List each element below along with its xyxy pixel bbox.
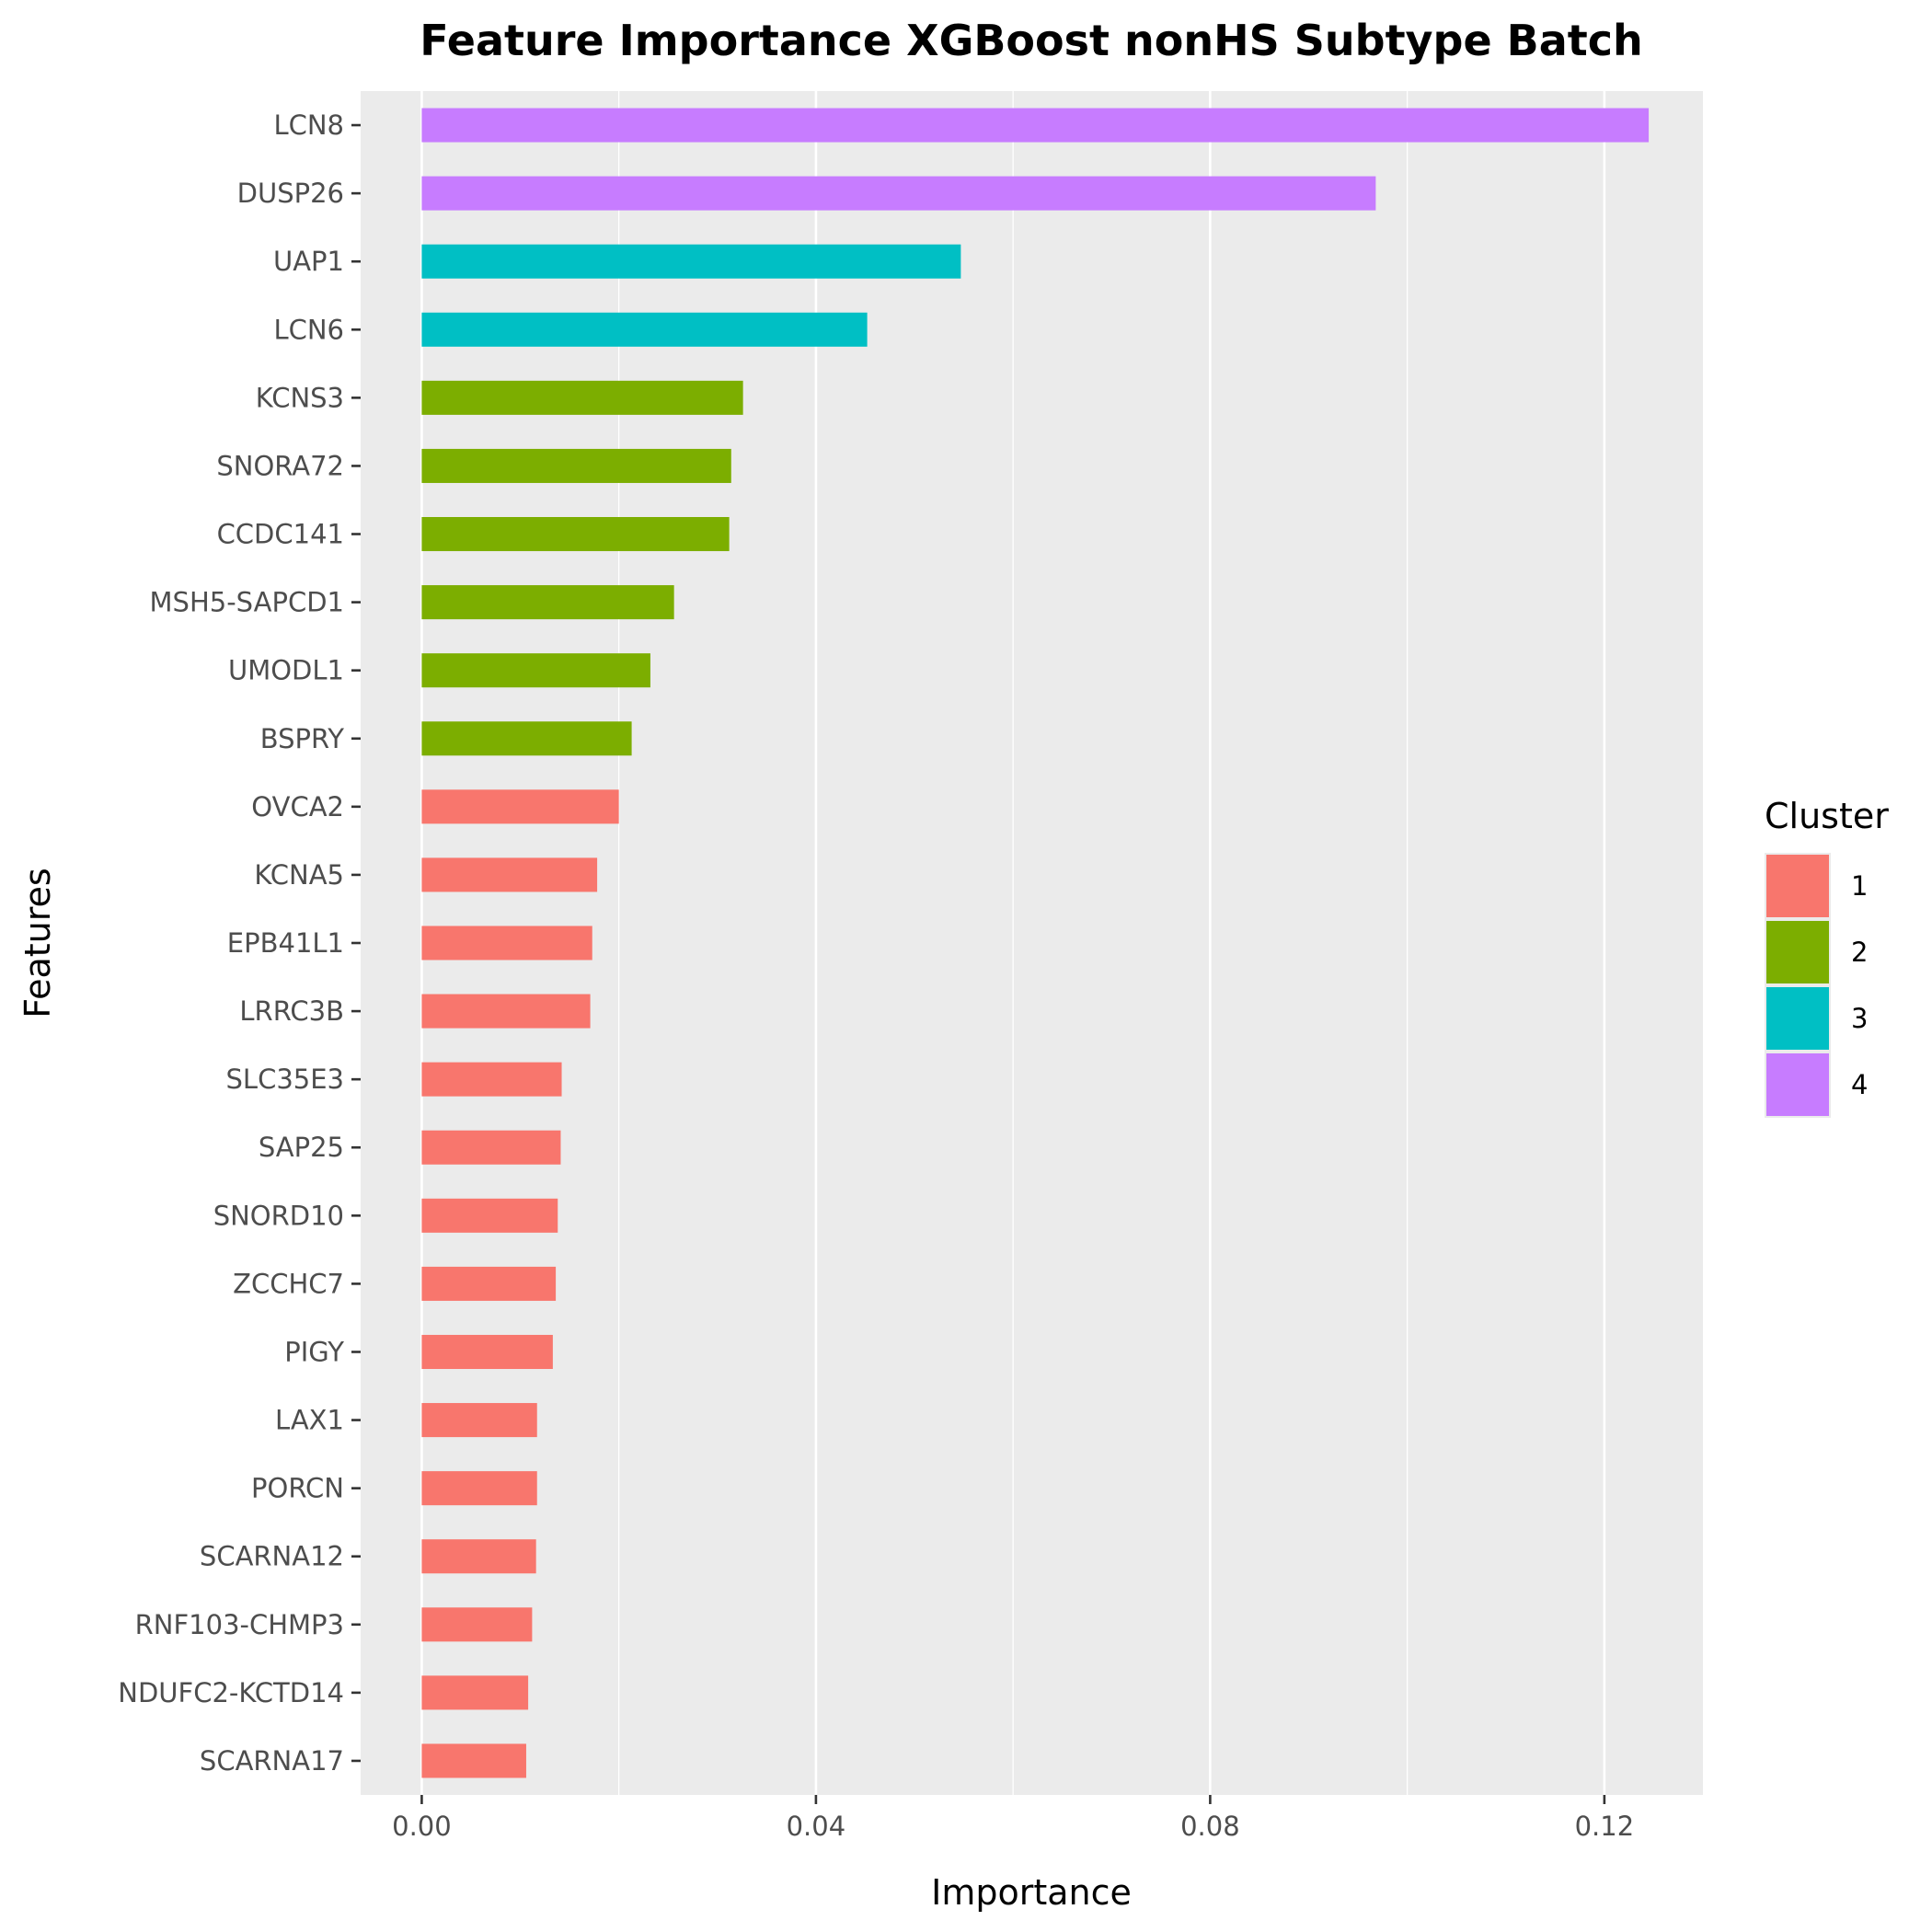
- y-tick-label: LCN6: [273, 314, 344, 345]
- y-tick-label: RNF103-CHMP3: [135, 1609, 344, 1640]
- bar-lcn8: [421, 108, 1650, 143]
- bar-uap1: [421, 244, 961, 279]
- y-tick-label: KCNS3: [256, 382, 344, 413]
- y-tick-label: BSPRY: [260, 723, 345, 754]
- y-tick-label: MSH5-SAPCD1: [150, 587, 344, 618]
- y-tick-label: PIGY: [284, 1336, 344, 1367]
- bar-lcn6: [421, 312, 868, 347]
- x-tick-label: 0.08: [1180, 1811, 1240, 1842]
- legend-label: 2: [1851, 937, 1868, 968]
- y-tick-label: UAP1: [273, 246, 344, 277]
- y-tick-label: OVCA2: [251, 791, 344, 822]
- y-tick-label: SNORD10: [213, 1200, 344, 1231]
- bar-umodl1: [421, 653, 650, 688]
- bar-rnf103-chmp3: [421, 1607, 533, 1642]
- bar-kcns3: [421, 380, 743, 415]
- bar-pigy: [421, 1334, 553, 1369]
- x-axis-title: Importance: [931, 1872, 1132, 1913]
- y-tick-label: DUSP26: [237, 178, 344, 209]
- y-tick-label: SNORA72: [216, 450, 344, 481]
- bar-dusp26: [421, 176, 1376, 211]
- y-tick-label: LRRC3B: [239, 995, 344, 1027]
- legend-key-1: [1766, 855, 1829, 917]
- bar-ndufc2-kctd14: [421, 1675, 529, 1710]
- y-tick-label: SCARNA12: [200, 1541, 344, 1572]
- y-tick-label: SAP25: [259, 1132, 344, 1163]
- bar-msh5-sapcd1: [421, 585, 674, 620]
- x-tick-label: 0.00: [392, 1811, 452, 1842]
- y-tick-label: ZCCHC7: [233, 1268, 344, 1299]
- y-tick-label: UMODL1: [228, 655, 344, 686]
- chart-title: Feature Importance XGBoost nonHS Subtype…: [420, 16, 1643, 65]
- bar-snora72: [421, 448, 731, 483]
- bars-layer: [421, 108, 1650, 1778]
- grid-layer: [420, 91, 1606, 1795]
- bar-epb41l1: [421, 926, 592, 960]
- bar-ovca2: [421, 789, 619, 824]
- y-axis: LCN8 DUSP26 UAP1 LCN6 KCNS3 SNORA72 CCDC141 MSH…: [118, 109, 361, 1777]
- bar-slc35e3: [421, 1062, 562, 1097]
- x-axis: 0.00 0.04 0.08 0.12: [392, 1795, 1634, 1842]
- bar-snord10: [421, 1198, 558, 1233]
- x-tick-label: 0.12: [1575, 1811, 1635, 1842]
- bar-zcchc7: [421, 1266, 557, 1301]
- bar-ccdc141: [421, 517, 730, 552]
- bar-bspry: [421, 721, 632, 756]
- legend: Cluster 1 2 3 4: [1765, 796, 1889, 1118]
- bar-porcn: [421, 1471, 537, 1506]
- y-tick-label: LAX1: [275, 1405, 344, 1436]
- y-tick-label: EPB41L1: [227, 927, 344, 959]
- y-tick-label: LCN8: [273, 109, 344, 141]
- legend-key-2: [1766, 921, 1829, 983]
- y-tick-label: NDUFC2-KCTD14: [118, 1677, 344, 1708]
- y-tick-label: SLC35E3: [226, 1064, 345, 1095]
- x-tick-label: 0.04: [787, 1811, 846, 1842]
- bar-sap25: [421, 1130, 561, 1165]
- bar-lax1: [421, 1403, 537, 1438]
- bar-lrrc3b: [421, 994, 591, 1029]
- legend-label: 1: [1851, 870, 1868, 902]
- legend-key-4: [1766, 1053, 1829, 1116]
- legend-key-3: [1766, 987, 1829, 1050]
- y-tick-label: PORCN: [251, 1473, 344, 1504]
- bar-kcna5: [421, 857, 598, 892]
- y-tick-label: SCARNA17: [200, 1745, 344, 1777]
- y-tick-label: KCNA5: [254, 859, 344, 891]
- legend-label: 3: [1851, 1003, 1868, 1034]
- y-axis-title: Features: [17, 868, 58, 1018]
- y-tick-label: CCDC141: [217, 519, 344, 550]
- bar-scarna12: [421, 1539, 536, 1574]
- legend-label: 4: [1851, 1069, 1868, 1100]
- bar-scarna17: [421, 1743, 526, 1778]
- legend-title: Cluster: [1765, 796, 1889, 836]
